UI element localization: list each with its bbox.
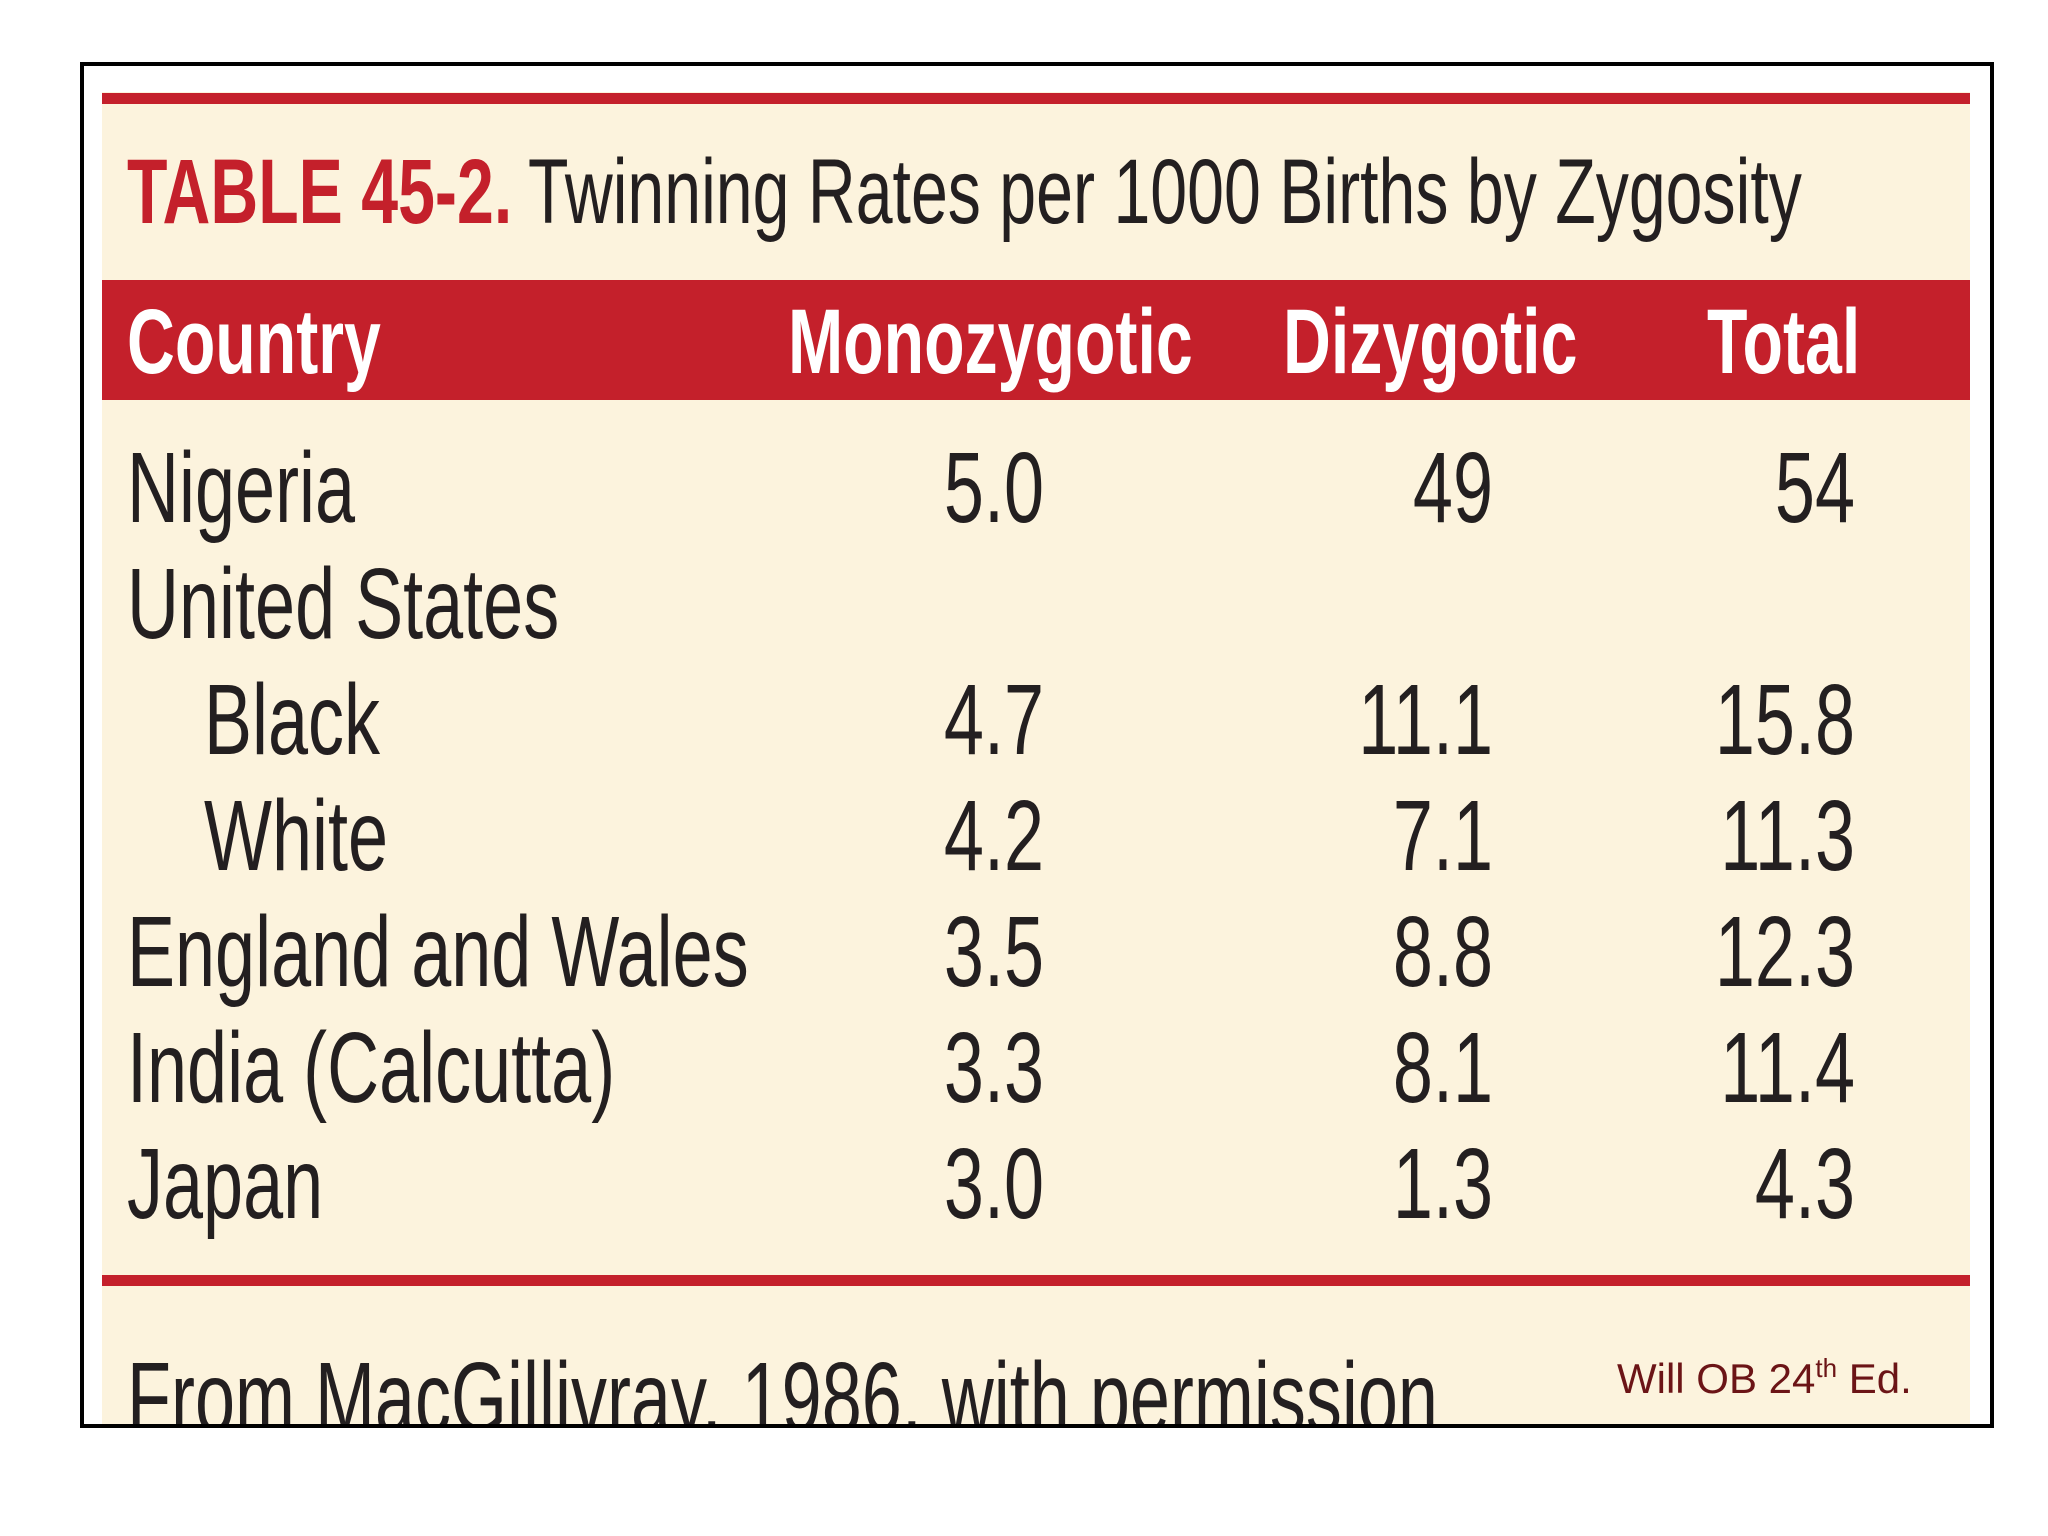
cell: 54 [1775, 432, 1855, 543]
cell: 8.1 [1393, 1012, 1493, 1123]
cell: 11.4 [1720, 1012, 1855, 1123]
column-header: Country [127, 289, 381, 392]
row-label: India (Calcutta) [127, 1012, 615, 1123]
row-label: Japan [127, 1128, 323, 1239]
table: TABLE 45-2. Twinning Rates per 1000 Birth… [127, 139, 1860, 1240]
bottom-rule [102, 1275, 1970, 1286]
table-panel: TABLE 45-2. Twinning Rates per 1000 Birth… [102, 92, 1970, 1453]
table-title-text: Twinning Rates per 1000 Births by Zygosi… [528, 139, 1802, 242]
row-label: United States [127, 548, 559, 659]
cell: 11.1 [1358, 664, 1493, 775]
cell: 4.2 [944, 780, 1044, 891]
cell: 3.0 [944, 1128, 1044, 1239]
cell: 1.3 [1393, 1128, 1493, 1239]
header-bar [102, 280, 1970, 400]
frame [80, 62, 1994, 1428]
column-header: Dizygotic [1283, 289, 1577, 392]
credit-sup: th [1815, 1353, 1837, 1383]
row-label: Nigeria [127, 432, 356, 543]
row-label: White [204, 780, 388, 891]
row-label: England and Wales [127, 896, 749, 1007]
credit-text: Will OB 24 [1617, 1355, 1815, 1402]
column-header: Monozygotic [788, 289, 1193, 392]
row-label: Black [204, 664, 380, 775]
cell: 11.3 [1720, 780, 1855, 891]
cell: 7.1 [1393, 780, 1493, 891]
cell: 15.8 [1715, 664, 1855, 775]
cell: 8.8 [1393, 896, 1493, 1007]
cell: 4.3 [1755, 1128, 1855, 1239]
cell: 5.0 [944, 432, 1044, 543]
cell: 49 [1413, 432, 1493, 543]
cell: 4.7 [944, 664, 1044, 775]
table-title: TABLE 45-2. Twinning Rates per 1000 Birth… [127, 139, 1802, 242]
top-rule [102, 93, 1970, 104]
credit-text: Ed. [1837, 1355, 1912, 1402]
cell: 3.3 [944, 1012, 1044, 1123]
cell: 3.5 [944, 896, 1044, 1007]
cell: 12.3 [1715, 896, 1855, 1007]
table-label: TABLE 45-2. [127, 139, 512, 242]
column-header: Total [1707, 289, 1860, 392]
footnote: From MacGillivray, 1986, with permission [127, 1342, 1438, 1453]
credit: Will OB 24th Ed. [1617, 1353, 1912, 1402]
